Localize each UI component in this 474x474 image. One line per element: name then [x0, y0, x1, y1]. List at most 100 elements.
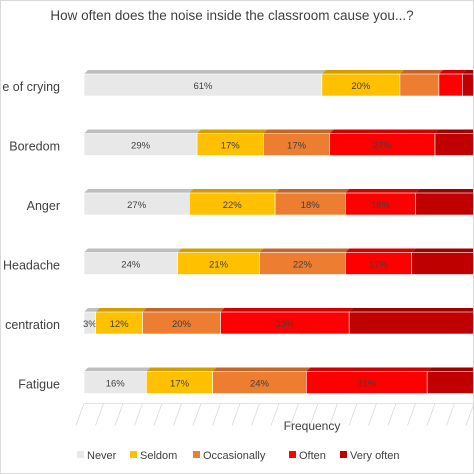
data-label: 3%	[83, 319, 97, 330]
gridline	[95, 403, 104, 426]
bar-segment-top	[275, 189, 350, 193]
data-label: 21%	[209, 260, 229, 271]
data-label: 17%	[369, 260, 389, 271]
data-label: 20%	[172, 319, 192, 330]
gridline	[114, 403, 124, 426]
bar-segment-top	[306, 367, 432, 372]
data-label: 22%	[223, 200, 243, 211]
legend-swatch	[289, 451, 296, 458]
data-label: 24%	[121, 260, 141, 271]
bar-segment-top	[415, 189, 474, 193]
bar-segment-top	[438, 70, 467, 74]
bar-segment-top	[349, 308, 474, 312]
data-label: 16%	[106, 379, 126, 390]
bar-segment-top	[146, 367, 217, 372]
category-label: Boredom	[9, 140, 60, 154]
gridline	[251, 403, 260, 426]
bar-segment-top	[435, 129, 474, 134]
bar-segment-top	[189, 189, 280, 193]
gridline	[173, 403, 182, 426]
gridline	[309, 403, 319, 426]
bar-segment-top	[84, 308, 100, 312]
gridline	[134, 403, 143, 426]
bar-segment-top	[95, 308, 147, 312]
legend-swatch	[77, 451, 84, 458]
gridline	[446, 403, 455, 426]
gridline	[348, 403, 358, 426]
legend-label: Occasionally	[203, 450, 266, 462]
data-label: 24%	[250, 379, 270, 390]
data-label: 17%	[221, 141, 241, 152]
data-label: 22%	[293, 260, 313, 271]
legend-label: Very often	[350, 450, 400, 462]
gridline	[75, 403, 85, 426]
bar-segment-top	[321, 70, 404, 74]
bar-segment-top	[329, 129, 439, 134]
legend-swatch	[193, 451, 200, 458]
gridline	[407, 403, 416, 426]
gridline	[290, 403, 299, 426]
gridline	[426, 403, 436, 426]
x-axis-label: Frequency	[284, 419, 341, 433]
legend-label: Often	[299, 450, 326, 462]
data-label: 18%	[371, 200, 391, 211]
bar-segment-top	[411, 248, 474, 253]
data-label: 61%	[193, 81, 213, 92]
data-label: 27%	[127, 200, 147, 211]
bar-segment-top	[399, 70, 443, 74]
category-label: Anger	[27, 199, 60, 213]
legend-swatch	[340, 451, 347, 458]
data-label: 18%	[301, 200, 321, 211]
legend-label: Seldom	[140, 450, 177, 462]
bar-segment-top	[177, 248, 264, 253]
bar-segment	[411, 252, 474, 275]
gridline	[270, 403, 280, 426]
data-label: 12%	[110, 319, 130, 330]
category-label: Headache	[3, 259, 60, 273]
chart-title: How often does the noise inside the clas…	[50, 8, 413, 23]
category-label: Fatigue	[18, 378, 60, 392]
gridline	[212, 403, 221, 426]
bar-segment-top	[84, 367, 151, 372]
bar-segment-top	[220, 308, 354, 312]
bar-segment	[399, 73, 440, 97]
bar-segment-top	[197, 129, 268, 134]
bar-segment-top	[462, 70, 474, 74]
bars: 61% 20% 29% 17% 17% 27% 27% 22% 18% 18% 24% 21% 22% 1…	[83, 70, 474, 394]
data-label: 29%	[131, 141, 151, 152]
category-label: centration	[5, 318, 60, 332]
gridlines	[75, 403, 474, 426]
gridline	[387, 403, 397, 426]
data-label: 27%	[373, 141, 393, 152]
gridline	[465, 403, 474, 426]
legend: Never Seldom Occasionally Often Very often	[77, 450, 400, 462]
bar-segment-top	[427, 367, 474, 372]
data-label: 33%	[275, 319, 295, 330]
bar-segment-top	[259, 248, 350, 253]
gridline	[368, 403, 377, 426]
data-label: 31%	[357, 379, 377, 390]
category-labels: e of crying Boredom Anger Headache centratio…	[2, 80, 60, 392]
bar-segment	[426, 371, 474, 394]
bar-segment	[348, 311, 474, 335]
gridline	[153, 403, 163, 426]
gridline	[192, 403, 202, 426]
legend-label: Never	[87, 450, 117, 462]
bar-segment	[461, 73, 474, 97]
data-label: 17%	[287, 141, 307, 152]
bar-segment-top	[212, 367, 311, 372]
legend-swatch	[130, 451, 137, 458]
bar-segment-top	[84, 129, 202, 134]
bar-segment-top	[345, 189, 420, 193]
bar-segment-top	[84, 189, 194, 193]
bar-segment	[438, 73, 463, 97]
gridline	[231, 403, 241, 426]
data-label: 20%	[351, 81, 371, 92]
bar-segment-top	[84, 70, 326, 74]
data-label: 17%	[170, 379, 190, 390]
category-label: e of crying	[2, 80, 60, 94]
bar-segment	[415, 192, 474, 216]
bar-segment-top	[345, 248, 416, 253]
bar-segment-top	[263, 129, 334, 134]
